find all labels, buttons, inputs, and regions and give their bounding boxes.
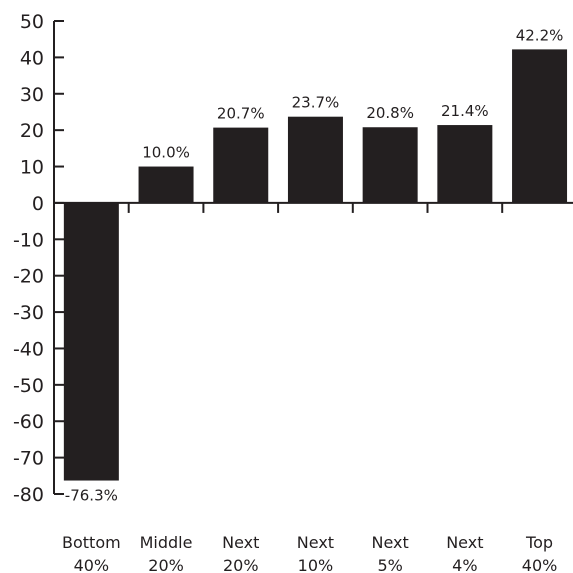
data-label: 42.2% (516, 26, 564, 44)
data-label: 20.8% (366, 104, 414, 122)
bar (213, 127, 269, 203)
category-label: 10% (298, 556, 334, 573)
category-label: 5% (377, 556, 402, 573)
bar (512, 49, 568, 203)
data-label: 10.0% (142, 144, 190, 162)
y-tick-label: -30 (13, 302, 44, 324)
category-label: Top (525, 533, 553, 552)
bar (63, 202, 119, 481)
category-label: Next (446, 533, 483, 552)
bars (63, 49, 568, 481)
bar (138, 166, 194, 203)
x-axis (54, 201, 573, 213)
y-tick-label: -80 (13, 484, 44, 506)
data-label: 21.4% (441, 102, 489, 120)
data-label: -76.3% (65, 487, 118, 505)
category-label: Next (372, 533, 409, 552)
category-label: Next (222, 533, 259, 552)
category-label: Bottom (62, 533, 121, 552)
category-label: 4% (452, 556, 477, 573)
y-tick-label: -10 (13, 229, 44, 251)
bar (362, 127, 418, 203)
y-tick-label: -70 (13, 448, 44, 470)
category-labels: Bottom 40% Middle 20% Next 20% Next 10% Next 5% Ne… (62, 533, 557, 573)
data-label: 20.7% (217, 105, 265, 123)
y-tick-label: -20 (13, 266, 44, 288)
data-label: 23.7% (292, 94, 340, 112)
data-labels: -76.3% 10.0% 20.7% 23.7% 20.8% 21.4% 42.2% (65, 26, 564, 504)
category-label: 40% (74, 556, 110, 573)
bar (437, 125, 493, 203)
y-tick-label: 50 (20, 11, 44, 33)
category-label: Next (297, 533, 334, 552)
y-tick-label: 20 (20, 120, 44, 142)
category-label: 40% (522, 556, 558, 573)
category-label: 20% (223, 556, 259, 573)
category-label: 20% (148, 556, 184, 573)
y-tick-label: -50 (13, 375, 44, 397)
y-axis: 50 40 30 20 10 0 -10 -20 -30 -40 -50 -60 -70 -80 (13, 11, 64, 506)
bar (287, 116, 343, 203)
y-tick-label: 40 (20, 47, 44, 69)
y-tick-label: 10 (20, 157, 44, 179)
y-tick-label: 30 (20, 84, 44, 106)
y-tick-label: 0 (32, 193, 44, 215)
y-tick-label: -40 (13, 338, 44, 360)
y-tick-label: -60 (13, 411, 44, 433)
category-label: Middle (140, 533, 193, 552)
